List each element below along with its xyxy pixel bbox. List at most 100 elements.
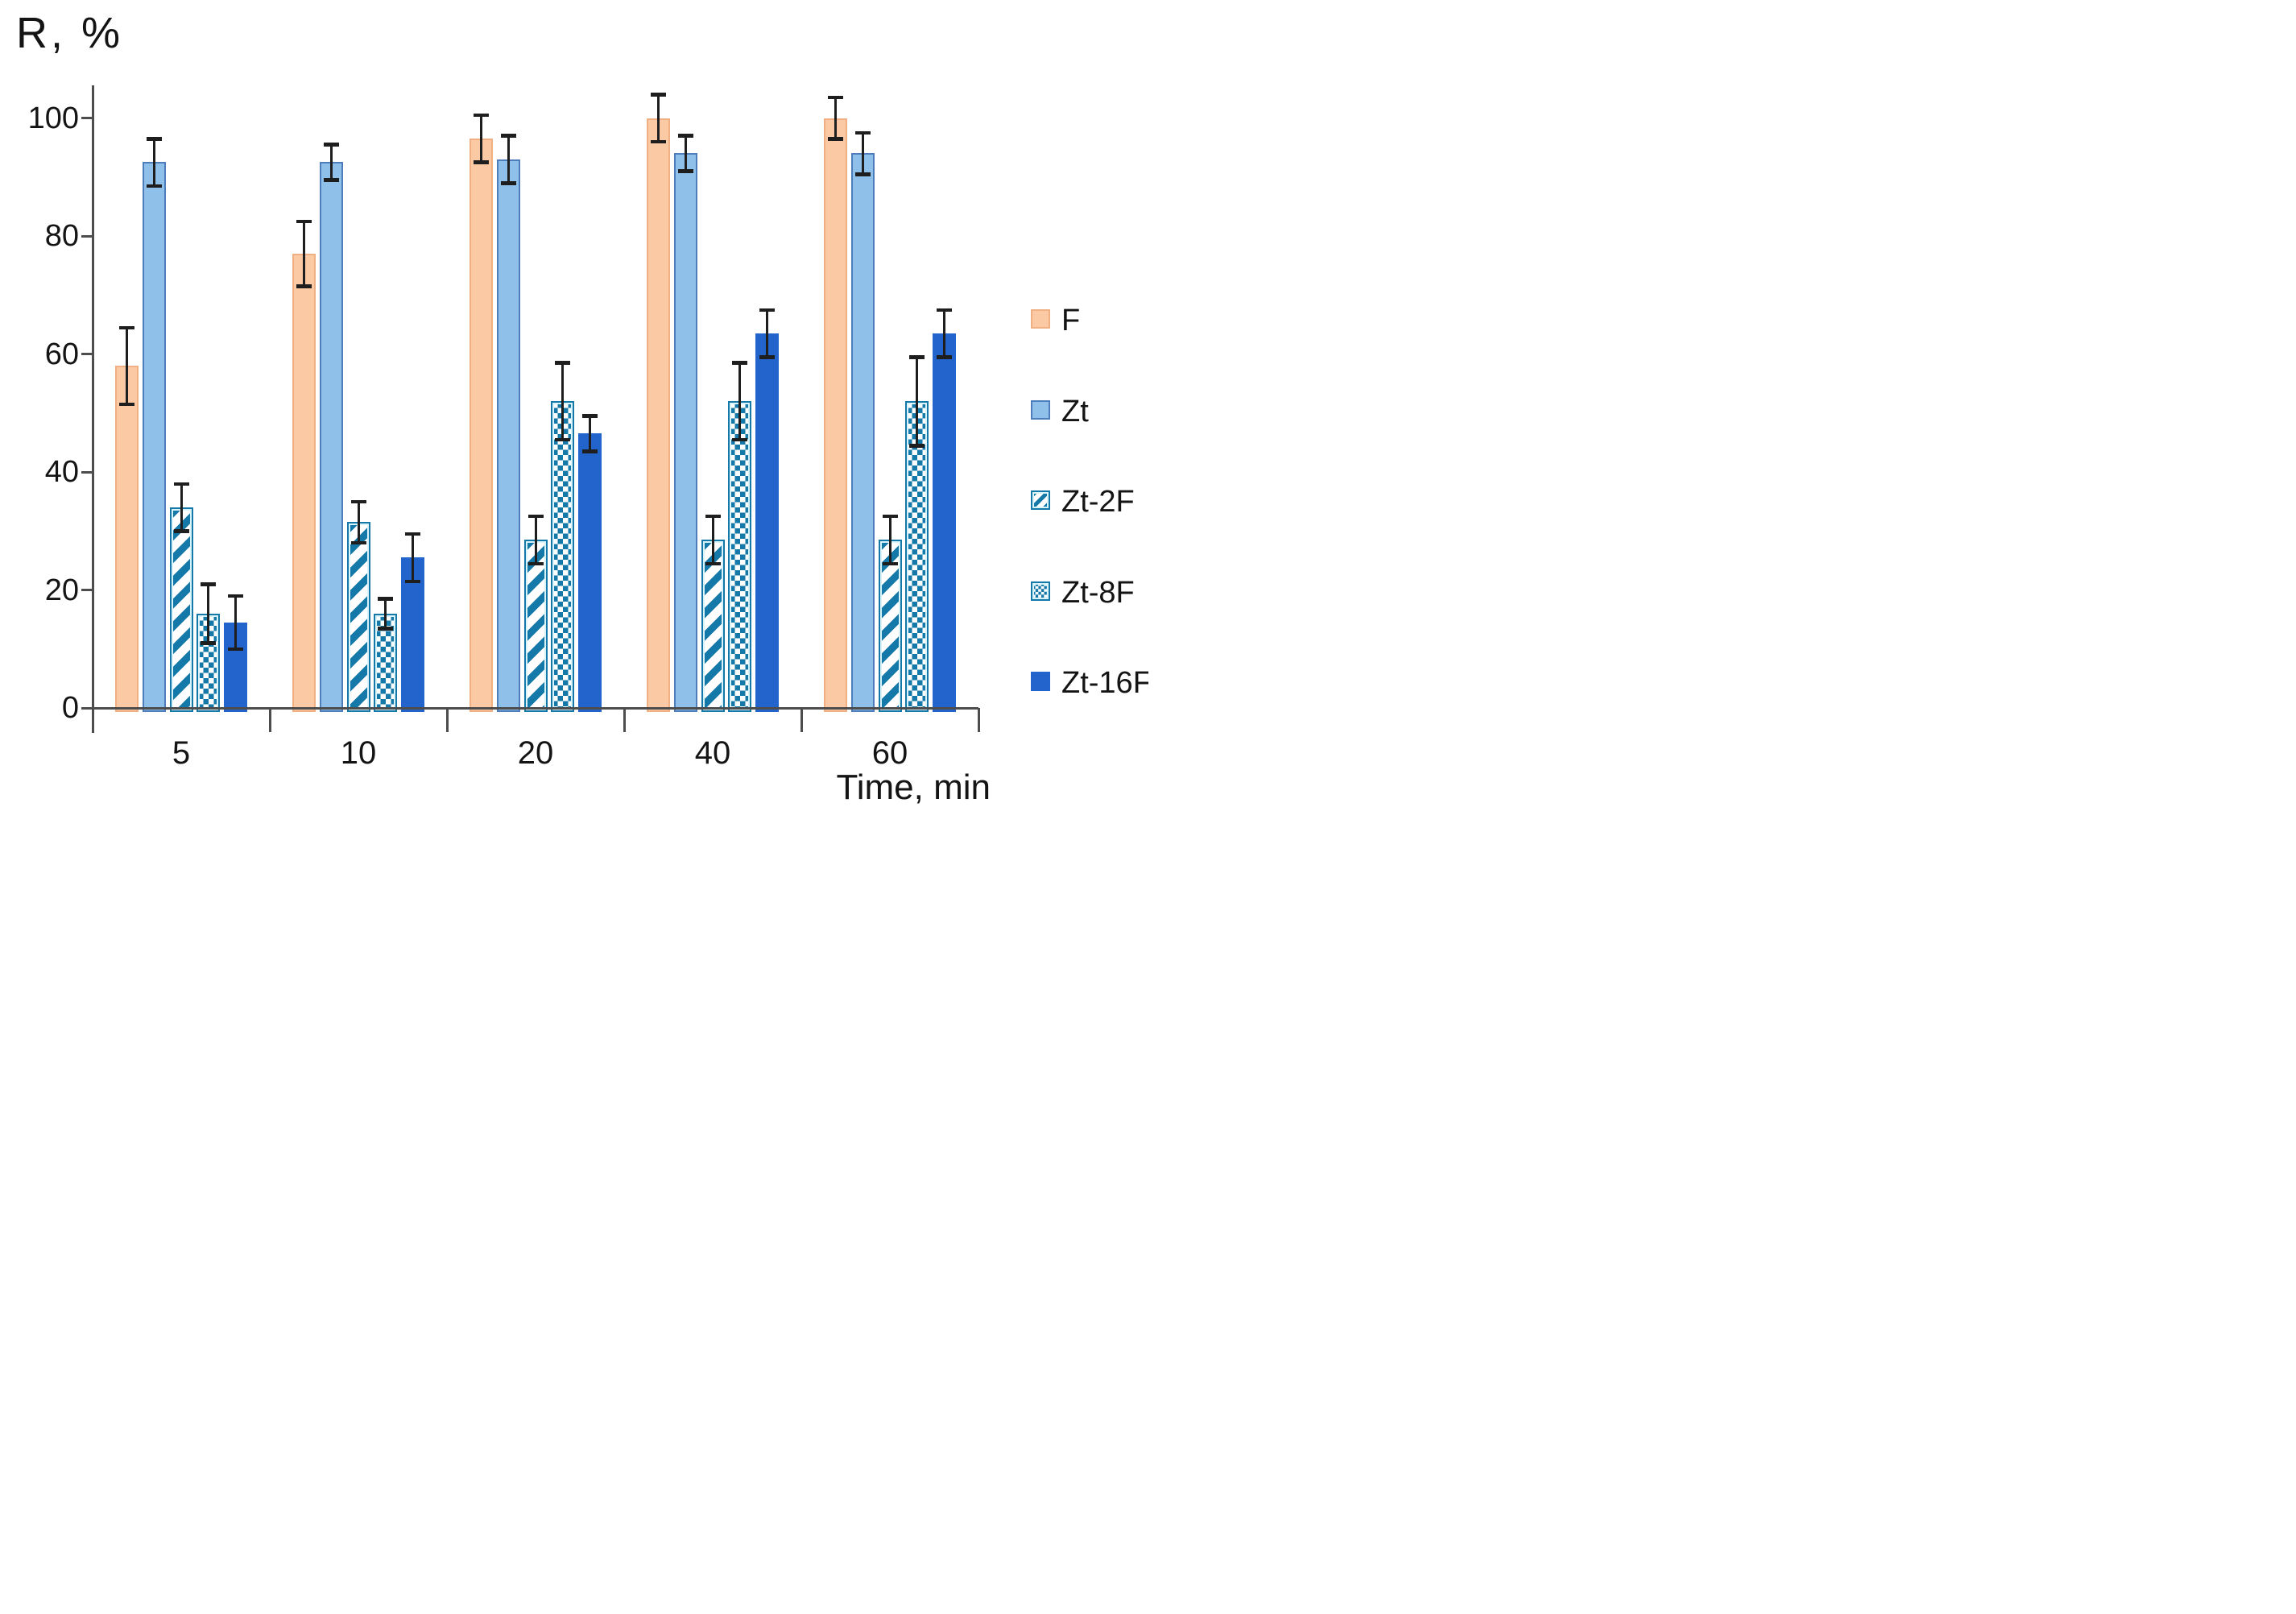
error-bar-Zt-8F-t20 bbox=[561, 362, 565, 440]
error-bar-Zt-2F-t20 bbox=[534, 515, 537, 564]
bar-Zt-2F-t40 bbox=[701, 540, 725, 712]
legend-label-Zt-8F: Zt-8F bbox=[1061, 575, 1135, 610]
x-axis-title: Time, min bbox=[836, 768, 991, 807]
error-bar-Zt-t60 bbox=[861, 132, 864, 175]
bar-Zt-8F-t40 bbox=[728, 401, 752, 712]
error-bar-cap bbox=[759, 355, 775, 359]
error-bar-Zt-t5 bbox=[152, 139, 155, 186]
y-tick-label: 40 bbox=[44, 455, 79, 489]
bar-Zt-t5 bbox=[142, 162, 166, 712]
error-bar-F-t60 bbox=[834, 97, 838, 139]
error-bar-cap bbox=[350, 540, 366, 545]
x-tick bbox=[623, 708, 626, 732]
legend-swatch-Zt-8F bbox=[1031, 581, 1050, 601]
bar-Zt-t10 bbox=[319, 162, 343, 712]
error-bar-cap bbox=[296, 284, 312, 288]
bar-Zt-2F-t5 bbox=[169, 507, 193, 712]
error-bar-cap bbox=[527, 561, 544, 566]
x-axis bbox=[89, 706, 978, 710]
error-bar-cap bbox=[527, 514, 544, 519]
y-tick-label: 80 bbox=[44, 219, 79, 253]
error-bar-cap bbox=[146, 137, 162, 141]
x-tick-label: 5 bbox=[172, 735, 191, 771]
error-bar-cap bbox=[404, 532, 420, 536]
chart-figure: R, % 0 20 40 60 80 100 5 10 20 40 60 F Zt Zt-2F Zt-8F… bbox=[0, 0, 1148, 807]
error-bar-cap bbox=[474, 113, 490, 118]
bar-Zt-16F-t20 bbox=[577, 433, 602, 712]
error-bar-cap bbox=[705, 514, 721, 519]
error-bar-cap bbox=[201, 641, 217, 645]
x-tick bbox=[91, 708, 94, 732]
error-bar-cap bbox=[677, 134, 693, 138]
y-axis-title: R, % bbox=[16, 9, 124, 57]
y-tick bbox=[81, 234, 92, 238]
bar-F-t5 bbox=[115, 366, 139, 712]
error-bar-Zt-2F-t5 bbox=[180, 483, 183, 532]
error-bar-cap bbox=[909, 355, 925, 359]
bar-Zt-t40 bbox=[673, 153, 697, 712]
y-tick bbox=[81, 117, 92, 119]
error-bar-Zt-8F-t60 bbox=[916, 357, 919, 446]
legend-label-Zt-2F: Zt-2F bbox=[1061, 485, 1135, 519]
error-bar-cap bbox=[732, 437, 748, 442]
legend-swatch-Zt bbox=[1031, 399, 1050, 420]
bar-Zt-8F-t20 bbox=[551, 401, 575, 712]
error-bar-cap bbox=[581, 414, 598, 418]
error-bar-Zt-16F-t40 bbox=[765, 309, 768, 358]
error-bar-Zt-2F-t60 bbox=[888, 515, 892, 564]
bar-Zt-2F-t20 bbox=[523, 540, 548, 712]
y-tick bbox=[81, 589, 92, 591]
error-bar-cap bbox=[581, 449, 598, 453]
y-tick-label: 60 bbox=[44, 337, 79, 371]
bar-F-t40 bbox=[647, 118, 671, 712]
error-bar-cap bbox=[323, 143, 339, 147]
error-bar-cap bbox=[909, 444, 925, 448]
error-bar-cap bbox=[677, 169, 693, 173]
error-bar-cap bbox=[936, 308, 952, 312]
y-tick-label: 20 bbox=[44, 573, 79, 607]
x-tick bbox=[800, 708, 803, 732]
error-bar-Zt-8F-t5 bbox=[207, 584, 210, 644]
error-bar-cap bbox=[173, 529, 189, 533]
error-bar-cap bbox=[404, 579, 420, 583]
bar-Zt-16F-t60 bbox=[932, 333, 956, 712]
error-bar-cap bbox=[555, 437, 571, 442]
error-bar-cap bbox=[732, 361, 748, 365]
error-bar-cap bbox=[227, 594, 243, 598]
error-bar-Zt-2F-t40 bbox=[711, 515, 714, 564]
legend-swatch-F bbox=[1031, 309, 1050, 329]
x-tick bbox=[977, 708, 980, 732]
bar-F-t60 bbox=[824, 118, 848, 712]
legend: F Zt Zt-2F Zt-8F Zt-16F bbox=[0, 0, 1148, 807]
error-bar-Zt-16F-t5 bbox=[234, 595, 237, 649]
error-bar-F-t40 bbox=[657, 94, 660, 142]
error-bar-cap bbox=[705, 561, 721, 566]
bar-Zt-t20 bbox=[496, 159, 520, 712]
error-bar-cap bbox=[555, 361, 571, 365]
plot-area: 0 20 40 60 80 100 5 10 20 40 60 bbox=[0, 0, 1148, 807]
error-bar-cap bbox=[936, 355, 952, 359]
error-bar-Zt-16F-t60 bbox=[942, 309, 945, 358]
x-tick-label: 60 bbox=[871, 735, 908, 771]
y-tick-label: 100 bbox=[27, 101, 79, 135]
bar-Zt-8F-t60 bbox=[905, 401, 929, 712]
error-bar-cap bbox=[350, 499, 366, 504]
bar-F-t10 bbox=[292, 253, 316, 712]
bar-Zt-16F-t10 bbox=[400, 557, 424, 712]
x-tick-label: 10 bbox=[340, 735, 377, 771]
legend-swatch-Zt-2F bbox=[1031, 490, 1050, 511]
legend-swatch-Zt-16F bbox=[1031, 672, 1050, 692]
error-bar-cap bbox=[378, 627, 394, 631]
error-bar-Zt-t20 bbox=[507, 135, 510, 184]
bar-F-t20 bbox=[470, 139, 494, 712]
error-bar-cap bbox=[323, 178, 339, 182]
bar-Zt-8F-t10 bbox=[374, 613, 398, 712]
error-bar-cap bbox=[474, 160, 490, 164]
error-bar-cap bbox=[146, 184, 162, 188]
legend-label-Zt: Zt bbox=[1061, 394, 1089, 428]
error-bar-cap bbox=[227, 647, 243, 652]
error-bar-cap bbox=[828, 137, 844, 141]
error-bar-cap bbox=[828, 95, 844, 100]
bar-Zt-16F-t40 bbox=[755, 333, 779, 712]
y-tick bbox=[81, 706, 92, 710]
